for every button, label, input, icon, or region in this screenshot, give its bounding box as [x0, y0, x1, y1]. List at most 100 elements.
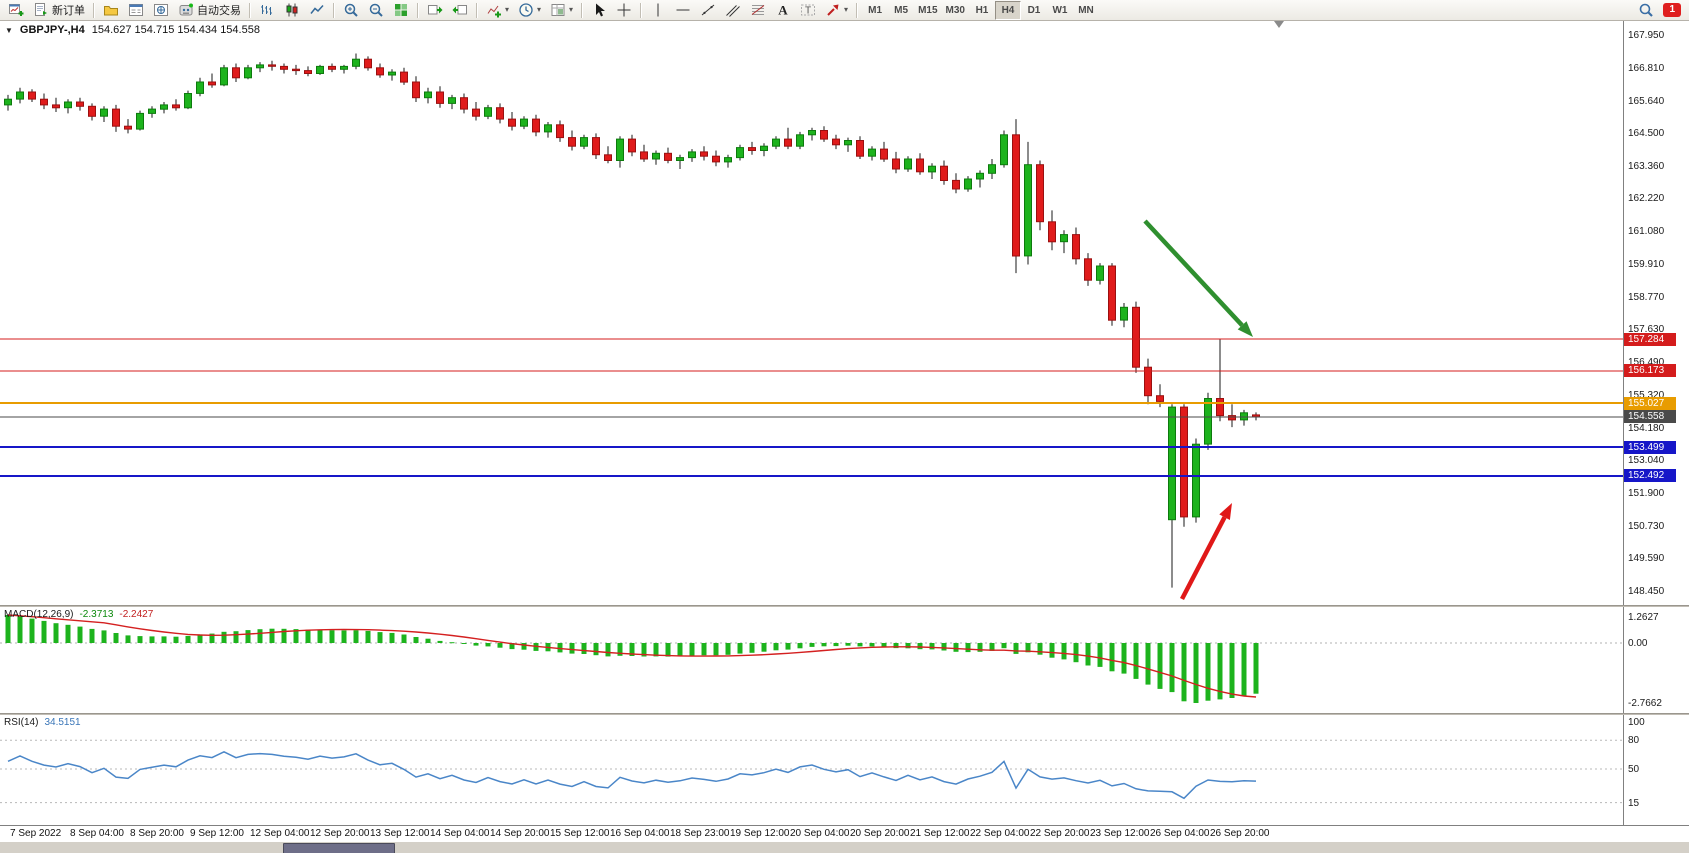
bar-chart-button[interactable]: [255, 1, 279, 20]
svg-text:A: A: [778, 3, 788, 18]
tile-windows-icon: [393, 2, 409, 18]
timeframe-button-mn[interactable]: MN: [1078, 4, 1094, 16]
periods-icon: [518, 2, 534, 18]
vertical-line-button[interactable]: [646, 1, 670, 20]
time-axis-label: 12 Sep 20:00: [310, 828, 370, 839]
price-line-tag-level[interactable]: 155.027: [1624, 396, 1676, 410]
rsi-plot[interactable]: RSI(14) 34.5151: [0, 715, 1623, 825]
horizontal-line-button[interactable]: [671, 1, 695, 20]
macd-plot[interactable]: MACD(12,26,9) -2.3713 -2.2427: [0, 607, 1623, 713]
time-axis-label: 14 Sep 04:00: [430, 828, 490, 839]
macd-scale-label: 1.2627: [1628, 612, 1659, 623]
trendline-button[interactable]: [696, 1, 720, 20]
channel-button[interactable]: [721, 1, 745, 20]
notification-badge[interactable]: 1: [1663, 3, 1681, 17]
periods-button[interactable]: ▾: [514, 1, 545, 20]
panel-splitter-rsi[interactable]: [0, 713, 1689, 715]
main-chart-plot[interactable]: ▼ GBPJPY-,H4 154.627 154.715 154.434 154…: [0, 21, 1623, 605]
panel-splitter-macd[interactable]: [0, 605, 1689, 607]
price-axis-label: 149.590: [1628, 553, 1665, 565]
rsi-canvas[interactable]: [0, 715, 1623, 825]
templates-icon: [550, 2, 566, 18]
macd-label: MACD(12,26,9): [4, 609, 74, 620]
time-axis-label: 22 Sep 04:00: [970, 828, 1030, 839]
price-axis-label: 151.900: [1628, 487, 1665, 499]
macd-scale-label: -2.7662: [1628, 698, 1662, 709]
search-button[interactable]: [1634, 1, 1658, 20]
chart-shift-button[interactable]: [448, 1, 472, 20]
timeframe-toolbar: M1 M5 M15 M30 H1 H4 D1 W1 MN: [862, 0, 1099, 20]
time-axis-label: 22 Sep 20:00: [1030, 828, 1090, 839]
price-axis-label: 158.770: [1628, 291, 1665, 303]
price-line-tag-support[interactable]: 153.499: [1624, 440, 1676, 454]
market-watch-button[interactable]: [124, 1, 148, 20]
chevron-down-icon: ▾: [537, 5, 542, 14]
line-chart-icon: [309, 2, 325, 18]
candle-chart-icon: [284, 2, 300, 18]
toolbar-separator: [93, 2, 95, 18]
new-chart-button[interactable]: [4, 1, 28, 20]
zoom-in-button[interactable]: [339, 1, 363, 20]
price-line-tag-bid[interactable]: 154.558: [1624, 410, 1676, 424]
tile-windows-button[interactable]: [389, 1, 413, 20]
auto-scroll-button[interactable]: [423, 1, 447, 20]
crosshair-button[interactable]: [612, 1, 636, 20]
cursor-button[interactable]: [587, 1, 611, 20]
main-price-scale[interactable]: 167.950 166.810 165.640 164.500 163.360 162.2…: [1623, 21, 1689, 605]
text-label-button[interactable]: T: [796, 1, 820, 20]
timeframe-button-m1[interactable]: M1: [868, 4, 883, 16]
timeframe-button-m5[interactable]: M5: [894, 4, 909, 16]
toolbar-separator: [249, 2, 251, 18]
candlestick-chart-button[interactable]: [280, 1, 304, 20]
bottom-bar: [0, 841, 1689, 853]
new-order-button[interactable]: 新订单: [29, 1, 89, 20]
profiles-icon: [103, 2, 119, 18]
profiles-button[interactable]: [99, 1, 123, 20]
zoom-out-button[interactable]: [364, 1, 388, 20]
one-click-trading-toggle[interactable]: ▼: [5, 25, 13, 35]
rsi-scale[interactable]: 100 80 50 15: [1623, 715, 1689, 825]
price-line-tag-resistance[interactable]: 156.173: [1624, 364, 1676, 378]
navigator-button[interactable]: [149, 1, 173, 20]
text-button[interactable]: A: [771, 1, 795, 20]
templates-button[interactable]: ▾: [546, 1, 577, 20]
autotrading-button[interactable]: 自动交易: [174, 1, 245, 20]
taskbar-button[interactable]: [283, 843, 395, 853]
time-axis-label: 23 Sep 12:00: [1090, 828, 1150, 839]
timeframe-button-m30[interactable]: M30: [945, 4, 965, 16]
chart-title: ▼ GBPJPY-,H4 154.627 154.715 154.434 154…: [5, 24, 260, 36]
line-chart-button[interactable]: [305, 1, 329, 20]
chart-shift-marker[interactable]: [1274, 21, 1284, 28]
macd-canvas[interactable]: [0, 607, 1623, 713]
timeframe-button-h4[interactable]: H4: [994, 0, 1021, 20]
horizontal-lines-layer[interactable]: [0, 338, 1623, 477]
main-chart-panel: ▼ GBPJPY-,H4 154.627 154.715 154.434 154…: [0, 21, 1689, 605]
main-toolbar: 新订单 自动交易 ▾ ▾ ▾ A T ▾ M1 M5 M15 M30 H1 H4 D1 W1 MN 1: [0, 0, 1689, 21]
time-axis-label: 9 Sep 12:00: [190, 828, 244, 839]
zoom-in-icon: [343, 2, 359, 18]
rsi-scale-label: 100: [1628, 717, 1645, 728]
label-icon: T: [800, 2, 816, 18]
main-chart-canvas[interactable]: [0, 21, 1623, 605]
fibonacci-button[interactable]: [746, 1, 770, 20]
time-axis-label: 12 Sep 04:00: [250, 828, 310, 839]
time-axis-label: 16 Sep 04:00: [610, 828, 670, 839]
indicators-button[interactable]: ▾: [482, 1, 513, 20]
red-up-arrow[interactable]: [1180, 503, 1232, 601]
macd-title: MACD(12,26,9) -2.3713 -2.2427: [4, 609, 153, 620]
timeframe-button-w1[interactable]: W1: [1052, 4, 1068, 16]
macd-scale[interactable]: 1.2627 0.00 -2.7662: [1623, 607, 1689, 713]
timeframe-button-d1[interactable]: D1: [1027, 4, 1041, 16]
price-axis-label: 164.500: [1628, 128, 1665, 140]
vline-icon: [650, 2, 666, 18]
arrows-tool-button[interactable]: ▾: [821, 1, 852, 20]
time-axis[interactable]: 7 Sep 2022 8 Sep 04:00 8 Sep 20:00 9 Sep 12…: [0, 825, 1689, 841]
chart-shift-icon: [452, 2, 468, 18]
timeframe-button-m15[interactable]: M15: [918, 4, 938, 16]
timeframe-button-h1[interactable]: H1: [975, 4, 989, 16]
channel-icon: [725, 2, 741, 18]
green-down-arrow[interactable]: [1143, 219, 1253, 337]
price-line-tag-support[interactable]: 152.492: [1624, 469, 1676, 483]
price-line-tag-resistance[interactable]: 157.284: [1624, 332, 1676, 346]
